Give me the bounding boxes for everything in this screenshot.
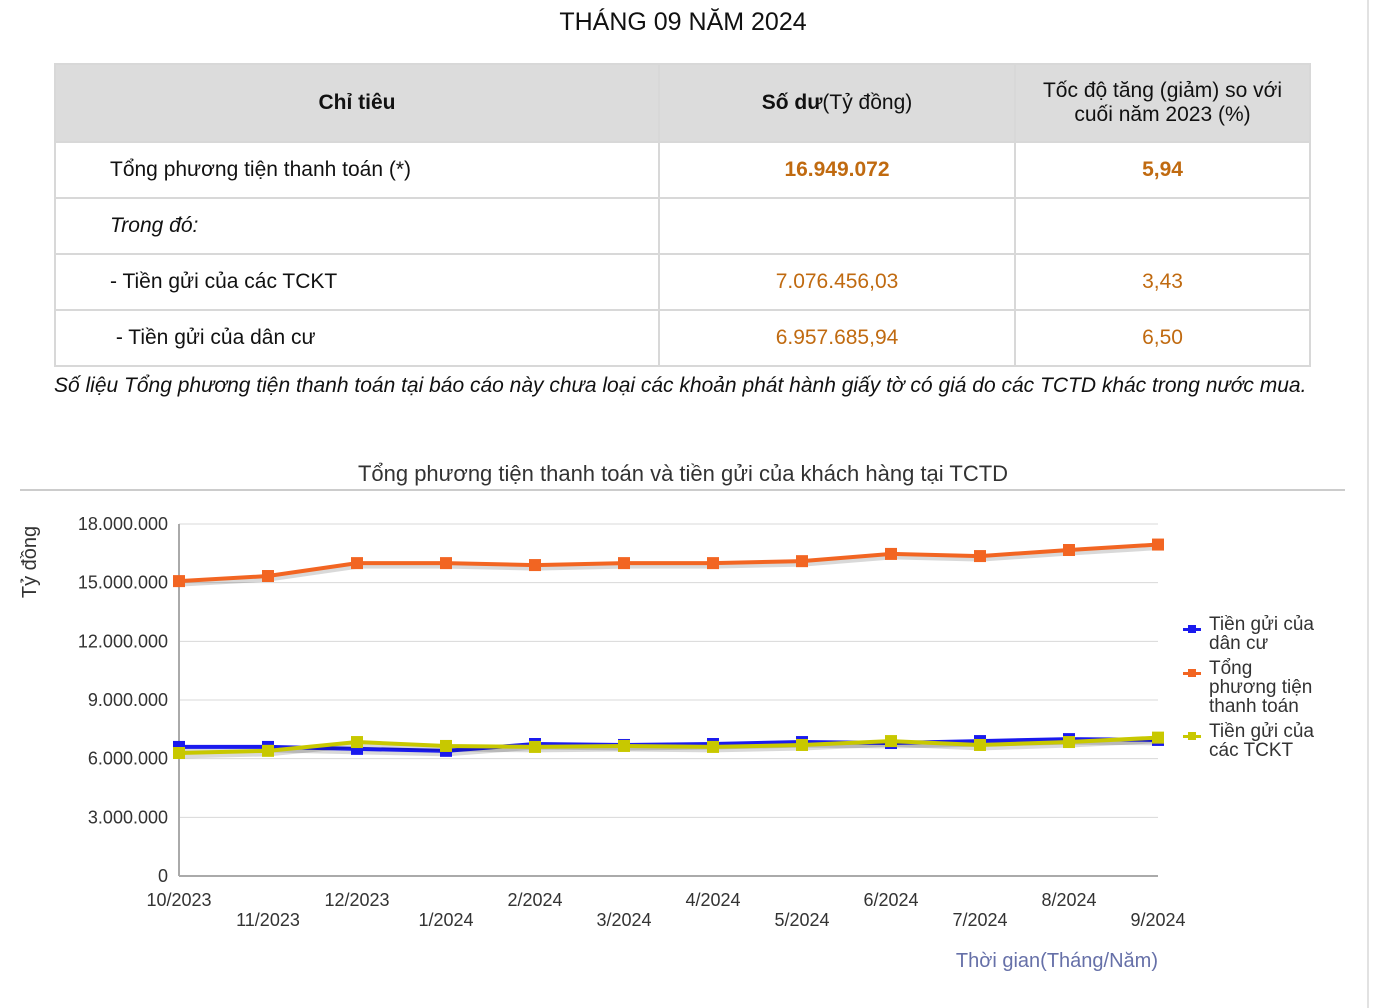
row-label: - Tiền gửi của các TCKT xyxy=(54,253,660,311)
x-tick-label: 5/2024 xyxy=(774,910,829,930)
legend-label: Tiền gửi của dân cư xyxy=(1209,614,1314,654)
row-label: Tổng phương tiện thanh toán (*) xyxy=(54,141,660,199)
point xyxy=(529,559,541,572)
note: Số liệu Tổng phương tiện thanh toán tại … xyxy=(54,374,1307,397)
point xyxy=(885,547,897,560)
x-tick-label: 6/2024 xyxy=(863,890,918,910)
y-tick-label: 15.000.000 xyxy=(78,573,168,593)
series-line xyxy=(178,735,1159,755)
x-tick-label: 9/2024 xyxy=(1130,910,1185,930)
legend-item: Tiền gửi của dân cư xyxy=(1183,615,1343,653)
point xyxy=(351,736,363,749)
chart-title: Tổng phương tiện thanh toán và tiền gửi … xyxy=(358,461,1008,486)
legend: Tiền gửi của dân cư Tổng phương tiện than… xyxy=(1183,615,1343,766)
y-tick-label: 12.000.000 xyxy=(78,631,168,651)
growth: 5,94 xyxy=(1014,141,1311,199)
header-cell: Số dư(Tỷ đồng) xyxy=(658,63,1016,143)
point xyxy=(1152,538,1164,551)
x-tick-label: 2/2024 xyxy=(507,890,562,910)
y-tick-label: 6.000.000 xyxy=(88,749,168,769)
y-axis-label: Tỷ đồng xyxy=(19,526,41,598)
y-tick-label: 0 xyxy=(158,866,168,886)
point xyxy=(529,740,541,753)
x-axis-label: Thời gian(Tháng/Năm) xyxy=(956,950,1158,972)
row-label: - Tiền gửi của dân cư xyxy=(54,309,660,367)
series-shadow xyxy=(179,738,1160,759)
point xyxy=(262,570,274,583)
growth: 3,43 xyxy=(1014,253,1311,311)
legend-item: Tổng phương tiện thanh toán xyxy=(1183,659,1343,716)
header-text: Chỉ tiêu xyxy=(318,91,396,114)
summary-table: Chỉ tiêu Số dư(Tỷ đồng) Tốc độ tăng (giả… xyxy=(54,63,1311,367)
legend-swatch xyxy=(1183,722,1201,741)
point xyxy=(796,555,808,568)
balance: 16.949.072 xyxy=(658,141,1016,199)
header-text: Số dư xyxy=(761,91,823,114)
legend-item: Tiền gửi của các TCKT xyxy=(1183,722,1343,760)
point xyxy=(707,557,719,570)
page-title: THÁNG 09 NĂM 2024 xyxy=(559,8,807,36)
legend-swatch xyxy=(1183,659,1201,678)
point xyxy=(173,746,185,759)
growth: 6,50 xyxy=(1014,309,1311,367)
point xyxy=(885,735,897,748)
balance: 7.076.456,03 xyxy=(658,253,1016,311)
legend-label: Tiền gửi của các TCKT xyxy=(1209,721,1314,761)
point xyxy=(618,739,630,752)
point xyxy=(974,738,986,751)
point xyxy=(173,575,185,588)
x-tick-label: 1/2024 xyxy=(418,910,473,930)
y-tick-label: 18.000.000 xyxy=(78,514,168,534)
x-tick-label: 10/2023 xyxy=(146,890,211,910)
x-tick-label: 4/2024 xyxy=(685,890,740,910)
point xyxy=(618,557,630,570)
header-cell: Tốc độ tăng (giảm) so với cuối năm 2023 … xyxy=(1014,63,1311,143)
point xyxy=(1063,544,1075,557)
series-shadow xyxy=(179,545,1160,587)
x-tick-label: 3/2024 xyxy=(596,910,651,930)
point xyxy=(707,740,719,753)
row-label: Trong đó: xyxy=(54,197,660,255)
x-tick-label: 11/2023 xyxy=(236,910,300,930)
point xyxy=(351,557,363,570)
x-tick-label: 12/2023 xyxy=(324,890,389,910)
balance: 6.957.685,94 xyxy=(658,309,1016,367)
legend-swatch xyxy=(1183,615,1201,634)
point xyxy=(262,744,274,757)
y-tick-label: 9.000.000 xyxy=(88,690,168,710)
point xyxy=(796,738,808,751)
x-tick-label: 7/2024 xyxy=(952,910,1007,930)
x-tick-label: 8/2024 xyxy=(1041,890,1096,910)
point xyxy=(1063,736,1075,749)
series-line xyxy=(178,542,1159,584)
header-unit: (Tỷ đồng) xyxy=(822,91,913,114)
header-cell: Chỉ tiêu xyxy=(54,63,660,143)
y-tick-label: 3.000.000 xyxy=(88,807,168,827)
point xyxy=(1152,731,1164,744)
point xyxy=(440,739,452,752)
point xyxy=(440,557,452,570)
point xyxy=(974,550,986,563)
legend-label: Tổng phương tiện thanh toán xyxy=(1209,658,1313,717)
